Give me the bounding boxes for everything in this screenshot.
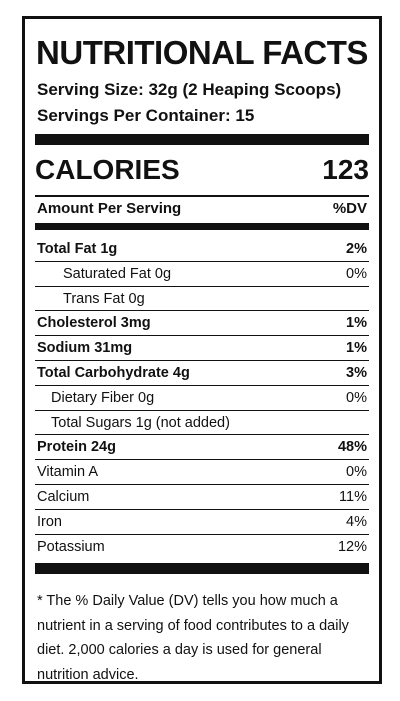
daily-value-header: %DV xyxy=(332,200,367,217)
divider xyxy=(35,195,369,197)
servings-per-container: Servings Per Container: 15 xyxy=(37,106,255,125)
nutrient-row: Total Carbohydrate 4g 3% xyxy=(35,361,369,386)
nutrient-daily-value: 11% xyxy=(339,488,367,505)
nutrition-label: NUTRITIONAL FACTS Serving Size: 32g (2 H… xyxy=(22,16,382,684)
nutrient-row: Total Sugars 1g (not added) xyxy=(35,411,369,436)
nutrient-name: Dietary Fiber 0g xyxy=(51,389,155,406)
amount-per-serving-label: Amount Per Serving xyxy=(37,200,182,217)
nutrient-name: Potassium xyxy=(37,538,105,555)
nutrient-row: Calcium 11% xyxy=(35,485,369,510)
nutrient-name: Vitamin A xyxy=(37,464,98,481)
nutrient-name: Total Carbohydrate 4g xyxy=(37,364,190,381)
nutrient-daily-value: 0% xyxy=(346,389,367,406)
nutrient-row: Saturated Fat 0g 0% xyxy=(35,262,369,287)
calories-row: CALORIES 123 xyxy=(35,152,369,192)
nutrient-daily-value: 1% xyxy=(346,340,367,357)
nutrient-row: Sodium 31mg 1% xyxy=(35,336,369,361)
medium-divider xyxy=(35,223,369,230)
thick-divider-bottom xyxy=(35,563,369,574)
nutrient-row: Iron 4% xyxy=(35,510,369,535)
nutrient-daily-value: 2% xyxy=(346,241,367,257)
nutrient-row: Potassium 12% xyxy=(35,535,369,560)
label-title: NUTRITIONAL FACTS xyxy=(36,34,368,71)
nutrient-row: Cholesterol 3mg 1% xyxy=(35,311,369,337)
nutrient-daily-value: 0% xyxy=(346,464,367,481)
nutrient-name: Trans Fat 0g xyxy=(63,290,145,307)
nutrient-name: Sodium 31mg xyxy=(37,340,133,357)
nutrient-daily-value: 0% xyxy=(346,265,367,282)
nutrient-name: Saturated Fat 0g xyxy=(63,265,172,282)
amount-per-serving-row: Amount Per Serving %DV xyxy=(35,200,369,222)
daily-value-footnote: * The % Daily Value (DV) tells you how m… xyxy=(37,593,349,683)
nutrient-daily-value: 4% xyxy=(346,513,367,530)
thick-divider xyxy=(35,134,369,145)
nutrient-list: Total Fat 1g 2% Saturated Fat 0g 0% Trans Fa… xyxy=(35,237,369,559)
nutrient-name: Total Sugars 1g (not added) xyxy=(51,414,230,431)
nutrient-daily-value: 1% xyxy=(346,315,367,332)
nutrient-name: Protein 24g xyxy=(37,439,116,456)
nutrient-name: Iron xyxy=(37,513,62,530)
nutrient-row: Vitamin A 0% xyxy=(35,460,369,485)
serving-size: Serving Size: 32g (2 Heaping Scoops) xyxy=(37,80,342,99)
nutrient-name: Cholesterol 3mg xyxy=(37,315,151,332)
nutrient-row: Dietary Fiber 0g 0% xyxy=(35,386,369,411)
nutrient-row: Trans Fat 0g xyxy=(35,287,369,312)
calories-label: CALORIES xyxy=(35,154,180,185)
nutrient-daily-value: 48% xyxy=(337,439,367,456)
nutrient-daily-value: 3% xyxy=(346,364,367,381)
nutrient-name: Total Fat 1g xyxy=(37,241,118,257)
nutrient-name: Calcium xyxy=(37,488,90,505)
nutrient-row: Total Fat 1g 2% xyxy=(35,237,369,262)
nutrient-row: Protein 24g 48% xyxy=(35,435,369,461)
nutrient-daily-value: 12% xyxy=(337,538,367,555)
calories-value: 123 xyxy=(322,154,369,185)
